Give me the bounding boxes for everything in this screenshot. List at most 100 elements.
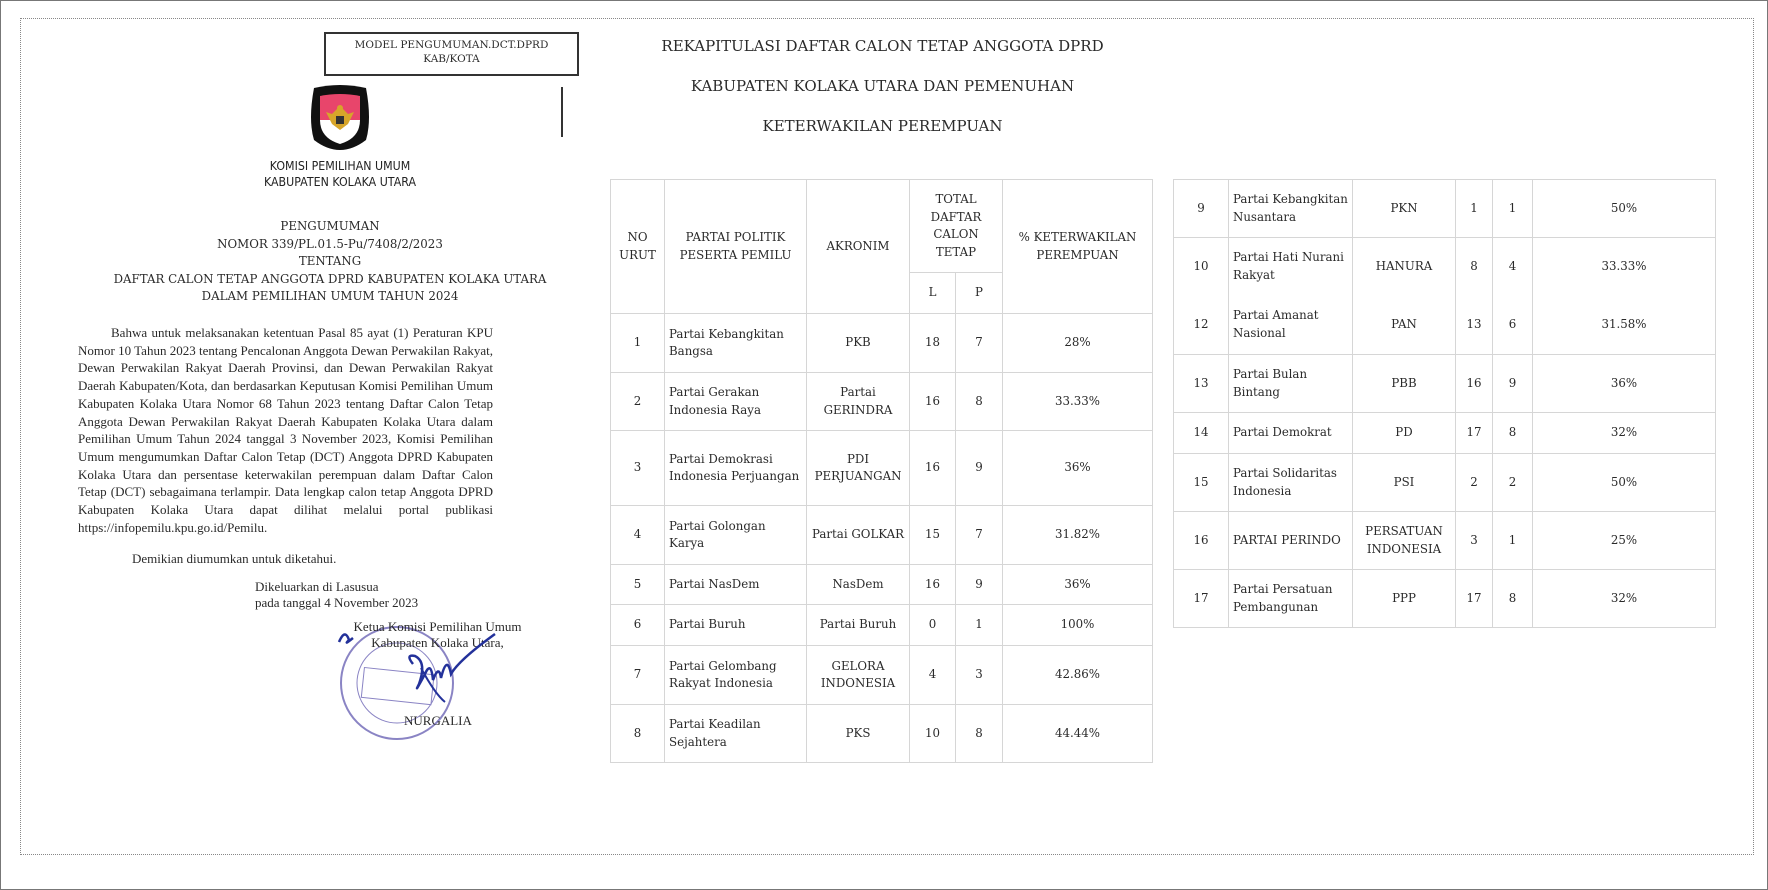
cell-l: 3 (1455, 511, 1493, 570)
cell-pct: 32% (1532, 569, 1716, 628)
kpu-logo (311, 85, 369, 150)
cell-pct: 36% (1532, 354, 1716, 413)
table-row: 6 Partai Buruh Partai Buruh 0 1 100% (610, 604, 1154, 646)
cell-pct: 31.82% (1002, 505, 1154, 565)
cell-party: PARTAI PERINDO (1228, 511, 1353, 570)
model-label-line: MODEL PENGUMUMAN.DCT.DPRD (354, 39, 549, 51)
cell-l: 18 (909, 313, 956, 373)
cell-acronym: PD (1352, 412, 1456, 454)
cell-acronym: PAN (1352, 295, 1456, 355)
institution-line: KABUPATEN KOLAKA UTARA (263, 175, 417, 189)
issued-info: Dikeluarkan di Lasusua pada tanggal 4 No… (255, 579, 493, 611)
cell-party: Partai Gerakan Indonesia Raya (664, 372, 807, 431)
cell-no: 6 (610, 604, 665, 646)
table-row: 14 Partai Demokrat PD 17 8 32% (1173, 412, 1716, 454)
cell-p: 8 (1492, 412, 1533, 454)
announcement-number: NOMOR 339/PL.01.5-Pu/7408/2/2023 (217, 236, 443, 251)
cell-p: 4 (1492, 237, 1533, 296)
cell-p: 7 (954, 313, 1004, 373)
cell-pct: 32% (1532, 412, 1716, 454)
cell-pct: 25% (1532, 511, 1716, 570)
cell-l: 16 (1455, 354, 1493, 413)
cell-no: 10 (1173, 237, 1229, 296)
cell-party: Partai Solidaritas Indonesia (1228, 453, 1353, 512)
table-row: 3 Partai Demokrasi Indonesia Perjuangan PD… (610, 430, 1154, 506)
cell-l: 13 (1455, 295, 1493, 355)
cell-p: 1 (954, 604, 1004, 646)
cell-party: Partai Demokrat (1228, 412, 1353, 454)
cell-pct: 33.33% (1532, 237, 1716, 296)
cell-no: 15 (1173, 453, 1229, 512)
cell-p: 7 (954, 505, 1004, 565)
institution-line: KOMISI PEMILIHAN UMUM (269, 159, 411, 173)
signature (337, 633, 496, 704)
table-row: 17 Partai Persatuan Pembangunan PPP 17 8 32% (1173, 569, 1716, 628)
cell-no: 17 (1173, 569, 1229, 628)
subject-line: DALAM PEMILIHAN UMUM TAHUN 2024 (201, 289, 459, 304)
table-row: 4 Partai Golongan Karya Partai GOLKAR 15 7 31… (610, 505, 1154, 565)
closing-text: Demikian diumumkan untuk diketahui. (132, 551, 337, 567)
subject-line: DAFTAR CALON TETAP ANGGOTA DPRD KABUPATE… (113, 271, 547, 286)
cell-no: 2 (610, 372, 665, 431)
cell-p: 9 (954, 564, 1004, 605)
vertical-divider (561, 87, 563, 137)
dct-table-left: NO URUT PARTAI POLITIK PESERTA PEMILU AKRO… (610, 179, 1154, 763)
cell-no: 14 (1173, 412, 1229, 454)
cell-p: 9 (1492, 354, 1533, 413)
cell-no: 8 (610, 704, 665, 763)
institution-name: KOMISI PEMILIHAN UMUM KABUPATEN KOLAKA U… (230, 158, 451, 190)
about-label: TENTANG (298, 254, 362, 269)
header-pct: % KETERWAKILAN PEREMPUAN (1002, 179, 1154, 314)
signatory-title-line: Kabupaten Kolaka Utara, (371, 635, 504, 651)
cell-p: 8 (954, 704, 1004, 763)
cell-pct: 44.44% (1002, 704, 1154, 763)
cell-party: Partai Bulan Bintang (1228, 354, 1353, 413)
cell-party: Partai NasDem (664, 564, 807, 605)
cell-pct: 28% (1002, 313, 1154, 373)
cell-l: 17 (1455, 412, 1493, 454)
cell-party: Partai Buruh (664, 604, 807, 646)
cell-no: 5 (610, 564, 665, 605)
cell-acronym: Partai GOLKAR (806, 505, 910, 565)
cell-party: Partai Gelombang Rakyat Indonesia (664, 645, 807, 705)
cell-no: 16 (1173, 511, 1229, 570)
issued-date: pada tanggal 4 November 2023 (255, 595, 419, 611)
cell-l: 15 (909, 505, 956, 565)
cell-acronym: PKS (806, 704, 910, 763)
table-row: 13 Partai Bulan Bintang PBB 16 9 36% (1173, 354, 1716, 413)
header-party: PARTAI POLITIK PESERTA PEMILU (664, 179, 807, 314)
cell-l: 17 (1455, 569, 1493, 628)
cell-acronym: Partai GERINDRA (806, 372, 910, 431)
official-stamp (340, 626, 454, 741)
cell-pct: 36% (1002, 564, 1154, 605)
signatory-title-line: Ketua Komisi Pemilihan Umum (353, 619, 522, 635)
table-header-row: NO URUT PARTAI POLITIK PESERTA PEMILU AKRO… (610, 179, 1154, 314)
header-total: TOTAL DAFTAR CALON TETAP (908, 179, 1004, 273)
cell-l: 8 (1455, 237, 1493, 296)
cell-p: 1 (1492, 179, 1533, 238)
cell-p: 9 (954, 430, 1004, 506)
body-text: Bahwa untuk melaksanakan ketentuan Pasal… (78, 325, 493, 535)
announcement-content: Bahwa untuk melaksanakan ketentuan Pasal… (78, 324, 521, 744)
cell-acronym: GELORA INDONESIA (806, 645, 910, 705)
table-row: 9 Partai Kebangkitan Nusantara PKN 1 1 50% (1173, 179, 1716, 238)
table-row: 15 Partai Solidaritas Indonesia PSI 2 2 50% (1173, 453, 1716, 512)
cell-party: Partai Persatuan Pembangunan (1228, 569, 1353, 628)
table-row: 5 Partai NasDem NasDem 16 9 36% (610, 564, 1154, 605)
cell-acronym: NasDem (806, 564, 910, 605)
model-label-line: KAB/KOTA (423, 53, 480, 65)
cell-acronym: PKN (1352, 179, 1456, 238)
cell-acronym: PERSATUAN INDONESIA (1352, 511, 1456, 570)
cell-pct: 33.33% (1002, 372, 1154, 431)
table-row: 12 Partai Amanat Nasional PAN 13 6 31.58% (1173, 295, 1716, 355)
document-title: REKAPITULASI DAFTAR CALON TETAP ANGGOTA … (661, 37, 1104, 55)
signatory-title: Ketua Komisi Pemilihan Umum Kabupaten Ko… (330, 619, 545, 651)
table-row: 7 Partai Gelombang Rakyat Indonesia GELORA… (610, 645, 1154, 705)
cell-party: Partai Keadilan Sejahtera (664, 704, 807, 763)
cell-acronym: PSI (1352, 453, 1456, 512)
cell-party: Partai Golongan Karya (664, 505, 807, 565)
cell-l: 16 (909, 372, 956, 431)
cell-pct: 31.58% (1532, 295, 1716, 355)
cell-pct: 42.86% (1002, 645, 1154, 705)
cell-acronym: Partai Buruh (806, 604, 910, 646)
